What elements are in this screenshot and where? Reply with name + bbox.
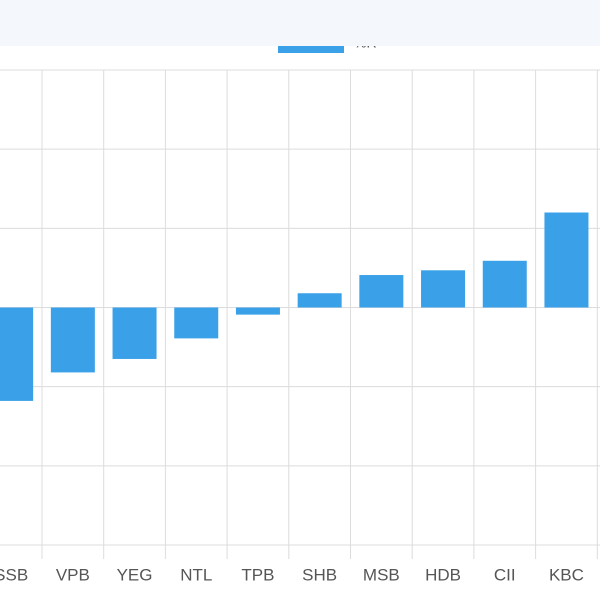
bar bbox=[112, 307, 157, 359]
legend: %R bbox=[278, 35, 377, 53]
bars bbox=[0, 212, 589, 401]
x-tick-label: KBC bbox=[549, 565, 584, 584]
bar bbox=[544, 212, 589, 308]
bar bbox=[174, 307, 219, 339]
x-tick-label: HDB bbox=[425, 565, 461, 584]
legend-swatch bbox=[278, 46, 344, 53]
x-tick-label: CII bbox=[494, 565, 516, 584]
x-tick-label: MSB bbox=[363, 565, 400, 584]
x-tick-label: SHB bbox=[302, 565, 337, 584]
x-tick-label: SSB bbox=[0, 565, 28, 584]
bar bbox=[421, 270, 466, 308]
grid bbox=[0, 69, 600, 559]
header-band bbox=[0, 0, 600, 46]
x-tick-label: VPB bbox=[56, 565, 90, 584]
bar bbox=[50, 307, 95, 373]
labels: SSB VPB YEG NTL TPB SHB MSB HDB CII KBC bbox=[0, 565, 584, 584]
bar bbox=[235, 307, 280, 315]
x-tick-label: YEG bbox=[117, 565, 153, 584]
bar bbox=[359, 275, 404, 308]
bar bbox=[297, 293, 342, 308]
legend-label: %R bbox=[354, 35, 377, 51]
bar bbox=[482, 260, 527, 308]
x-tick-label: TPB bbox=[241, 565, 274, 584]
bar bbox=[0, 307, 34, 401]
x-tick-label: NTL bbox=[180, 565, 212, 584]
